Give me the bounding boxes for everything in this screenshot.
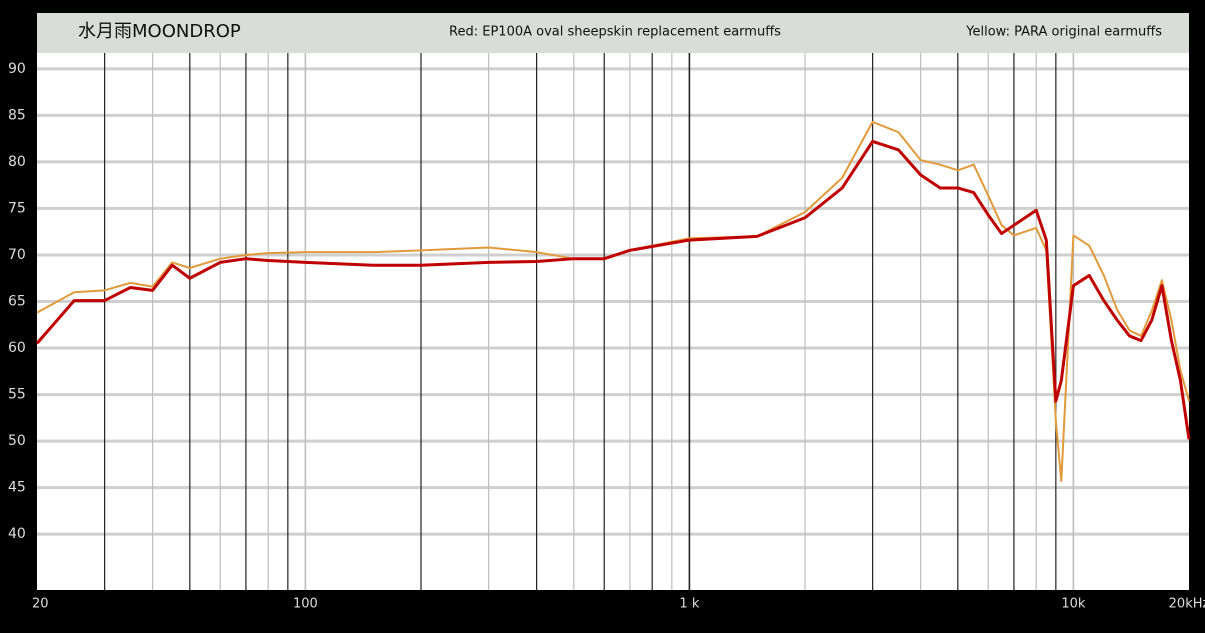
x-tick-label: 100: [293, 597, 318, 612]
header-bar: [37, 13, 1189, 53]
x-tick-label: 20: [32, 597, 49, 612]
y-tick-label: 75: [8, 200, 26, 216]
y-tick-label: 50: [8, 433, 26, 449]
annotation: Yellow: PARA original earmuffs: [965, 25, 1162, 40]
series-line: [36, 120, 1190, 483]
y-tick-label: 40: [8, 526, 26, 542]
y-tick-label: 65: [8, 294, 26, 310]
x-tick-label: 1 k: [679, 597, 699, 612]
y-tick-label: 90: [8, 61, 26, 77]
y-tick-label: 60: [8, 340, 26, 356]
lines: [35, 120, 1191, 483]
y-tick-label: 80: [8, 154, 26, 170]
y-tick-label: 55: [8, 387, 26, 403]
grid: [37, 53, 1189, 590]
chart-title: 水月雨MOONDROP: [78, 21, 241, 42]
x-tick-label: 20kHz: [1169, 597, 1205, 612]
y-tick-label: 85: [8, 107, 26, 123]
series-line: [35, 139, 1191, 440]
annotation: Red: EP100A oval sheepskin replacement e…: [449, 25, 781, 40]
x-tick-label: 10k: [1061, 597, 1086, 612]
y-tick-label: 70: [8, 247, 26, 263]
y-tick-label: 45: [8, 480, 26, 496]
